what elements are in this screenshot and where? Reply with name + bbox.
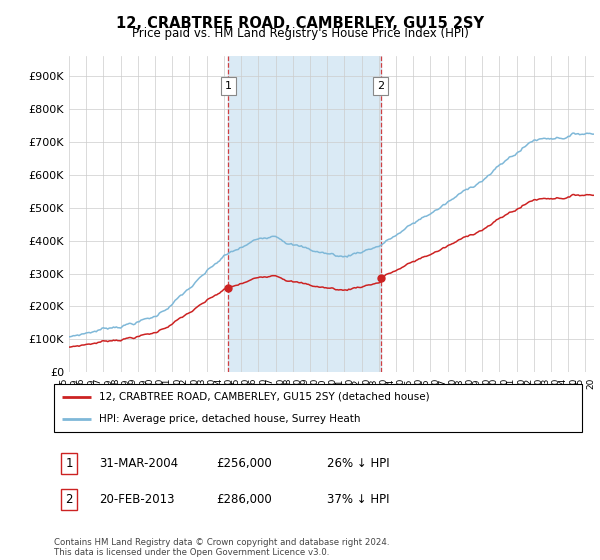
Text: 2: 2: [65, 493, 73, 506]
Text: 26% ↓ HPI: 26% ↓ HPI: [327, 457, 389, 470]
Text: Price paid vs. HM Land Registry's House Price Index (HPI): Price paid vs. HM Land Registry's House …: [131, 27, 469, 40]
Text: 1: 1: [65, 457, 73, 470]
Text: £286,000: £286,000: [216, 493, 272, 506]
Text: HPI: Average price, detached house, Surrey Heath: HPI: Average price, detached house, Surr…: [99, 414, 361, 424]
Text: 1: 1: [225, 81, 232, 91]
Text: 12, CRABTREE ROAD, CAMBERLEY, GU15 2SY: 12, CRABTREE ROAD, CAMBERLEY, GU15 2SY: [116, 16, 484, 31]
Text: £256,000: £256,000: [216, 457, 272, 470]
Text: 31-MAR-2004: 31-MAR-2004: [99, 457, 178, 470]
Text: 2: 2: [377, 81, 385, 91]
Bar: [228, 56, 381, 372]
Text: 20-FEB-2013: 20-FEB-2013: [99, 493, 175, 506]
Text: 12, CRABTREE ROAD, CAMBERLEY, GU15 2SY (detached house): 12, CRABTREE ROAD, CAMBERLEY, GU15 2SY (…: [99, 392, 430, 402]
Text: Contains HM Land Registry data © Crown copyright and database right 2024.
This d: Contains HM Land Registry data © Crown c…: [54, 538, 389, 557]
Text: 37% ↓ HPI: 37% ↓ HPI: [327, 493, 389, 506]
